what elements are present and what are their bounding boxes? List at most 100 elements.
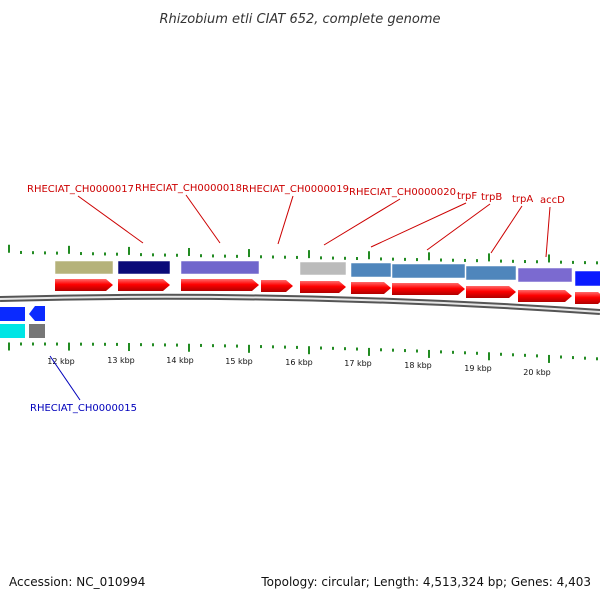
tick-mark-upper: [20, 250, 22, 254]
reverse-feature-bar: [0, 307, 25, 321]
gene-label: accD: [540, 195, 565, 206]
tick-mark-lower: [320, 346, 322, 350]
tick-mark-upper: [164, 253, 166, 257]
gene-label: RHECIAT_CH0000018: [135, 183, 242, 194]
cog-feature-bar: [465, 265, 517, 281]
gene-label-leader-line: [426, 203, 491, 251]
tick-mark-lower: [332, 346, 334, 350]
tick-mark-lower: [116, 342, 118, 346]
tick-mark-lower: [92, 342, 94, 346]
tick-mark-lower: [260, 345, 262, 349]
kbp-scale-label: 12 kbp: [47, 357, 75, 366]
tick-mark-lower: [476, 351, 478, 355]
genome-stats-text: Topology: circular; Length: 4,513,324 bp…: [261, 575, 591, 589]
tick-mark-upper: [500, 259, 502, 263]
cds-arrow: [392, 283, 465, 295]
tick-mark-upper: [440, 258, 442, 262]
kbp-scale-label: 20 kbp: [523, 368, 551, 377]
tick-mark-upper: [224, 254, 226, 258]
tick-mark-upper: [572, 260, 574, 264]
gene-label-leader-line: [277, 195, 294, 245]
tick-rows: [8, 244, 598, 363]
tick-mark-lower: [548, 354, 550, 363]
tick-mark-upper: [392, 257, 394, 261]
tick-mark-lower: [164, 343, 166, 347]
tick-mark-lower: [524, 353, 526, 357]
tick-mark-lower: [356, 347, 358, 351]
tick-mark-lower: [272, 345, 274, 349]
cog-feature-bar-lower: [0, 324, 25, 338]
tick-mark-upper: [212, 254, 214, 258]
tick-mark-lower: [212, 344, 214, 348]
tick-mark-upper: [416, 258, 418, 262]
tick-mark-lower: [536, 354, 538, 358]
gene-label-leader-line: [185, 194, 221, 244]
tick-mark-lower: [68, 342, 70, 351]
gene-label-leader-line: [49, 355, 81, 401]
tick-mark-upper: [404, 257, 406, 261]
cds-arrow: [55, 279, 113, 291]
tick-mark-upper: [512, 259, 514, 263]
tick-mark-upper: [476, 259, 478, 263]
cds-arrow: [118, 279, 170, 291]
tick-mark-upper: [368, 251, 370, 260]
tick-mark-lower: [368, 347, 370, 356]
tick-mark-upper: [536, 260, 538, 264]
tick-mark-upper: [200, 254, 202, 258]
tick-mark-lower: [488, 352, 490, 361]
tick-mark-lower: [512, 353, 514, 357]
tick-mark-lower: [80, 342, 82, 346]
tick-mark-lower: [188, 343, 190, 352]
gene-label: trpB: [481, 192, 502, 203]
tick-mark-lower: [248, 344, 250, 353]
tick-mark-lower: [596, 357, 598, 361]
cog-feature-bar-lower: [29, 324, 45, 338]
tick-mark-upper: [296, 255, 298, 259]
gene-label-leader-line: [370, 202, 467, 248]
gene-label-leader-line: [545, 206, 551, 258]
tick-mark-upper: [248, 249, 250, 258]
cds-arrow: [300, 281, 346, 293]
tick-mark-lower: [560, 355, 562, 359]
tick-mark-upper: [524, 260, 526, 264]
kbp-scale-label: 17 kbp: [344, 359, 372, 368]
map-title: Rhizobium etli CIAT 652, complete genome: [160, 12, 441, 27]
tick-mark-lower: [572, 356, 574, 360]
tick-mark-lower: [176, 343, 178, 347]
tick-mark-upper: [308, 250, 310, 259]
tick-mark-upper: [344, 256, 346, 260]
tick-mark-upper: [116, 252, 118, 256]
cds-arrow: [518, 290, 572, 302]
tick-mark-upper: [272, 255, 274, 259]
tick-mark-upper: [560, 260, 562, 264]
tick-mark-lower: [32, 342, 34, 346]
tick-mark-lower: [104, 342, 106, 346]
tick-mark-lower: [200, 343, 202, 347]
cog-feature-bar: [574, 270, 600, 287]
tick-mark-upper: [188, 247, 190, 256]
tick-mark-lower: [44, 342, 46, 346]
tick-mark-upper: [32, 251, 34, 255]
gene-label: RHECIAT_CH0000015: [30, 403, 137, 414]
tick-mark-upper: [92, 252, 94, 256]
tick-mark-upper: [128, 246, 130, 255]
tick-mark-lower: [500, 352, 502, 356]
tick-mark-lower: [380, 348, 382, 352]
tick-mark-lower: [152, 343, 154, 347]
tick-mark-upper: [356, 257, 358, 261]
tick-mark-lower: [416, 349, 418, 353]
gene-label-leader-line: [77, 195, 144, 244]
kbp-scale-label: 19 kbp: [464, 364, 492, 373]
tick-mark-upper: [452, 258, 454, 262]
kbp-scale-label: 18 kbp: [404, 361, 432, 370]
tick-mark-upper: [56, 251, 58, 255]
tick-mark-upper: [428, 252, 430, 261]
tick-mark-lower: [224, 344, 226, 348]
tick-mark-lower: [344, 347, 346, 351]
gene-labels-top: RHECIAT_CH0000017 RHECIAT_CH0000018 RHECIA…: [27, 183, 565, 258]
tick-mark-lower: [296, 345, 298, 349]
cog-feature-bars: [54, 260, 600, 287]
tick-mark-upper: [596, 261, 598, 265]
tick-mark-upper: [584, 261, 586, 265]
cog-feature-bar: [299, 261, 347, 276]
